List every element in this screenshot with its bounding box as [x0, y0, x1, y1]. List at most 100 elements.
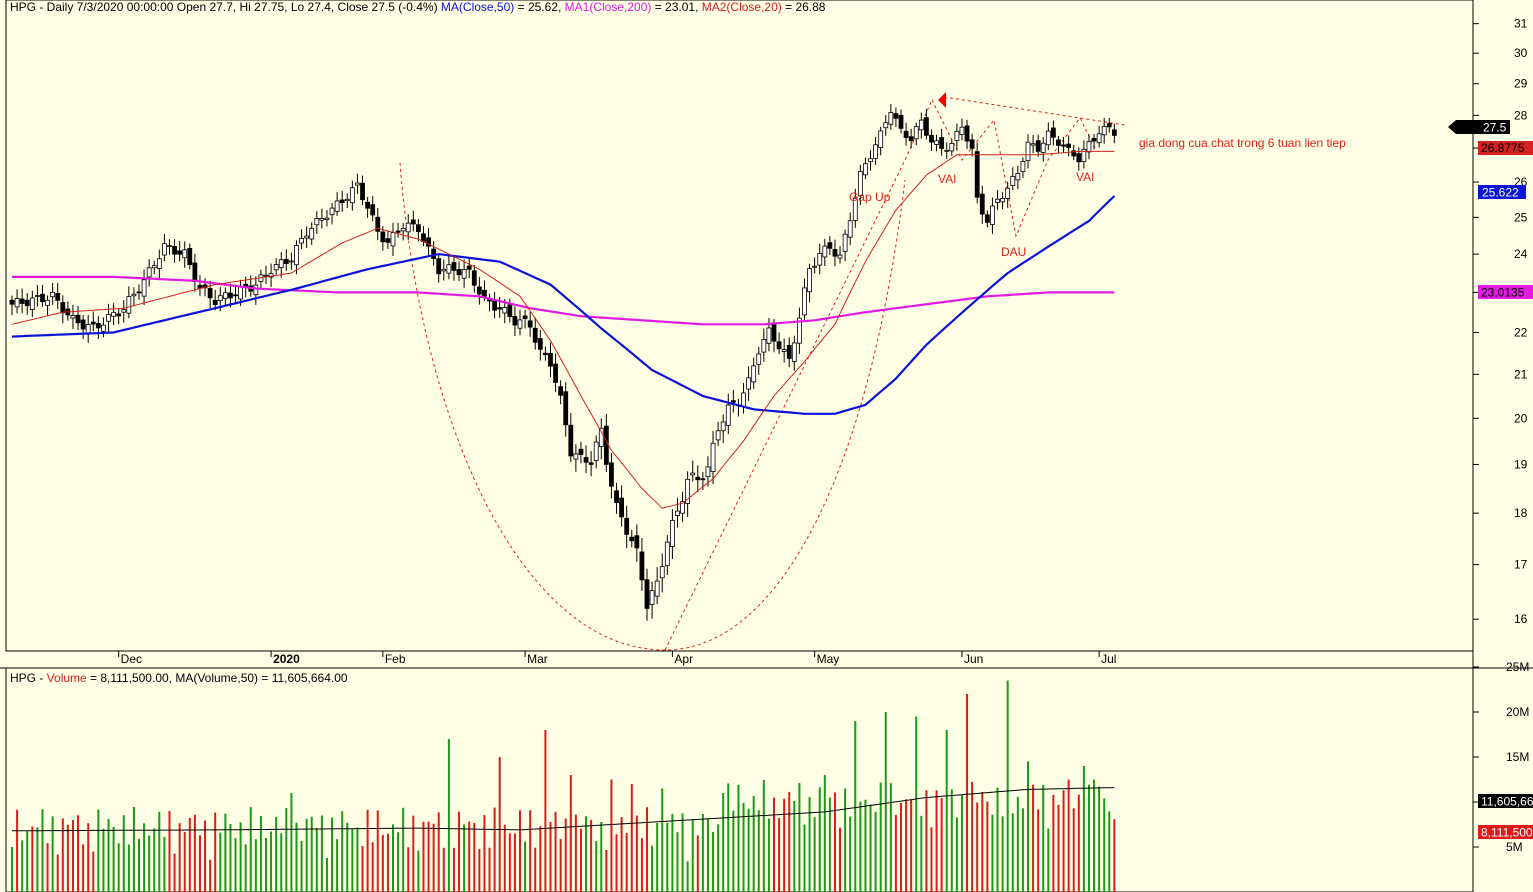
price-tick-label: 31	[1514, 17, 1528, 31]
candle-body	[990, 205, 995, 225]
candle-body	[827, 242, 833, 249]
ma50-label: MA(Close,50)	[441, 0, 514, 14]
price-header: HPG - Daily 7/3/2020 00:00:00 Open 27.7,…	[10, 0, 826, 14]
candle-body	[95, 323, 101, 329]
candle-body	[852, 197, 858, 221]
candle-body	[156, 258, 162, 269]
candle-body	[1015, 173, 1021, 181]
candle-body	[578, 448, 584, 455]
month-label: 2020	[273, 652, 300, 666]
price-tick-label: 17	[1514, 558, 1528, 572]
candle-body	[619, 497, 624, 518]
candle-body	[934, 140, 939, 145]
volume-tick-label: 25M	[1506, 660, 1529, 674]
candle-body	[1086, 141, 1092, 153]
ma20-label: MA2(Close,20)	[702, 0, 782, 14]
neckline-top	[943, 96, 1126, 126]
candle-body	[995, 198, 1000, 203]
candle-body	[802, 287, 807, 316]
candle-body	[375, 216, 381, 232]
candle-body	[939, 137, 945, 149]
candle-body	[436, 258, 442, 275]
candle-body	[527, 320, 533, 328]
candle-body	[659, 566, 665, 579]
candle-body	[634, 535, 640, 549]
candle-body	[19, 298, 25, 304]
candle-body	[1051, 127, 1056, 138]
candle-body	[101, 324, 106, 332]
candle-body	[558, 386, 564, 396]
candle-body	[598, 427, 604, 447]
candle-body	[121, 309, 127, 313]
candle-body	[781, 349, 787, 352]
price-tick-label: 20	[1514, 411, 1528, 425]
candle-body	[786, 345, 792, 359]
candle-body	[685, 478, 691, 504]
volume-bars	[11, 680, 1116, 892]
tag-ma20: 26.8775	[1481, 141, 1525, 155]
candle-body	[55, 292, 61, 301]
candle-body	[949, 143, 955, 152]
price-tick-label: 21	[1514, 367, 1528, 381]
tag-ma50-bg	[1478, 185, 1526, 199]
candle-body	[543, 352, 548, 356]
candle-body	[761, 338, 767, 353]
price-tick-label: 30	[1514, 46, 1528, 60]
moving-averages	[11, 150, 1116, 509]
candle-body	[497, 307, 503, 310]
annotation-dau: DAU	[1001, 245, 1026, 259]
volume-tick-label: 5M	[1506, 840, 1523, 854]
candle-body	[639, 551, 645, 581]
candle-body	[288, 260, 294, 263]
candle-body	[553, 363, 558, 383]
candle-body	[629, 536, 635, 542]
candle-body	[70, 315, 76, 319]
candle-body	[583, 457, 589, 463]
candle-body	[1030, 143, 1036, 146]
candle-body	[360, 182, 365, 201]
candle-body	[746, 377, 751, 390]
candle-body	[705, 466, 711, 478]
candle-body	[959, 126, 965, 135]
candle-body	[75, 314, 81, 324]
candle-body	[426, 237, 431, 247]
candle-body	[60, 302, 66, 314]
candle-body	[446, 264, 452, 274]
candle-body	[842, 233, 848, 252]
ma50-line	[11, 195, 1116, 415]
candle-body	[670, 519, 675, 547]
candle-body	[309, 227, 315, 240]
ma200-line	[12, 275, 1115, 326]
month-label: Feb	[385, 652, 406, 666]
candle-body	[512, 316, 518, 326]
candle-body	[1005, 187, 1011, 199]
candle-body	[441, 268, 447, 272]
candle-body	[177, 250, 183, 255]
candle-body	[1096, 133, 1102, 144]
candle-body	[476, 286, 482, 295]
candle-body	[664, 541, 670, 567]
candle-body	[324, 217, 330, 220]
candle-body	[517, 319, 523, 329]
volume-header-prefix: HPG -	[10, 671, 47, 685]
candle-body	[410, 219, 416, 225]
candle-body	[603, 425, 609, 465]
candle-body	[182, 249, 188, 259]
candle-body	[644, 579, 650, 609]
price-tick-label: 16	[1514, 612, 1528, 626]
candle-body	[283, 258, 289, 265]
month-label: May	[817, 652, 840, 666]
candle-body	[822, 245, 828, 258]
price-tick-label: 18	[1514, 506, 1528, 520]
candle-body	[776, 341, 782, 350]
candle-body	[207, 288, 213, 299]
candle-body	[812, 265, 818, 268]
candlesticks	[9, 103, 1117, 621]
candle-body	[1106, 123, 1112, 128]
candle-body	[573, 453, 579, 460]
cup-curve	[399, 162, 906, 651]
candle-body	[756, 353, 762, 365]
month-label: Dec	[121, 652, 142, 666]
candle-body	[29, 297, 35, 310]
